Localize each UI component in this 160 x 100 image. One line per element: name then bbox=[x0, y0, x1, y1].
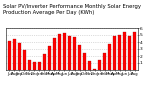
Text: Solar PV/Inverter Performance Monthly Solar Energy Production Average Per Day (K: Solar PV/Inverter Performance Monthly So… bbox=[3, 4, 141, 15]
Bar bbox=[38, 62, 41, 70]
Bar bbox=[58, 34, 61, 70]
Bar bbox=[98, 60, 101, 70]
Bar bbox=[93, 69, 96, 70]
Bar bbox=[78, 45, 81, 70]
Bar bbox=[128, 36, 132, 70]
Bar bbox=[43, 54, 46, 70]
Bar bbox=[108, 44, 111, 70]
Bar bbox=[118, 35, 121, 70]
Bar bbox=[33, 62, 36, 70]
Bar bbox=[133, 32, 136, 70]
Bar bbox=[123, 32, 126, 70]
Bar bbox=[12, 38, 16, 70]
Bar bbox=[103, 53, 106, 70]
Bar bbox=[8, 41, 11, 70]
Bar bbox=[18, 43, 21, 70]
Bar bbox=[53, 38, 56, 70]
Bar bbox=[73, 37, 76, 70]
Bar bbox=[83, 52, 86, 70]
Bar bbox=[48, 46, 51, 70]
Bar bbox=[113, 36, 116, 70]
Bar bbox=[88, 61, 91, 70]
Bar bbox=[63, 33, 66, 70]
Bar bbox=[23, 50, 26, 70]
Bar bbox=[28, 60, 31, 70]
Bar bbox=[68, 36, 71, 70]
